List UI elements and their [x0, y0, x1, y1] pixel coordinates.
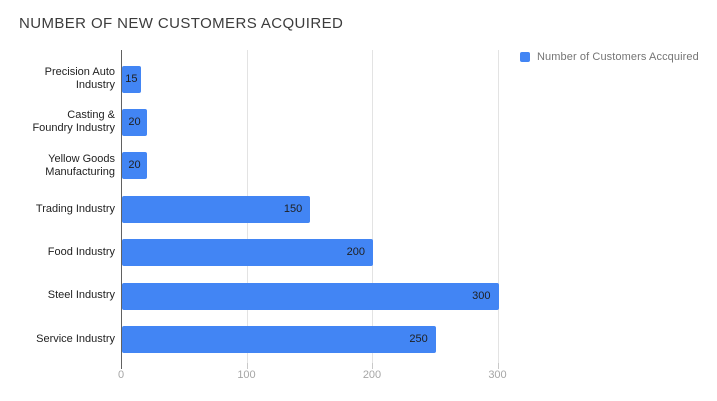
legend-swatch-icon [520, 52, 530, 62]
category-label: Casting & Foundry Industry [32, 109, 115, 135]
x-axis-tick [372, 363, 373, 369]
bar[interactable]: 250 [122, 325, 436, 353]
x-axis-tick [497, 363, 499, 369]
legend-label: Number of Customers Accquired [537, 51, 699, 63]
bar[interactable]: 150 [122, 195, 311, 223]
x-axis-tick-label: 300 [488, 369, 507, 381]
gridline [497, 50, 499, 363]
bar[interactable]: 300 [122, 282, 499, 310]
bar-value-label: 20 [128, 115, 141, 128]
category-label: Food Industry [47, 246, 115, 259]
bar-value-label: 150 [283, 202, 303, 215]
category-label: Trading Industry [35, 202, 115, 215]
gridline [372, 50, 373, 363]
bar-value-label: 20 [128, 159, 141, 172]
category-label: Service Industry [36, 332, 115, 345]
category-label: Steel Industry [47, 289, 115, 302]
bar-value-label: 250 [409, 332, 428, 345]
x-axis-tick-label: 0 [117, 369, 125, 381]
category-label: Precision Auto Industry [44, 65, 115, 91]
bar[interactable]: 15 [122, 65, 141, 93]
bar-value-label: 200 [346, 246, 365, 259]
x-axis-tick [246, 363, 248, 369]
y-axis-line [121, 50, 122, 369]
bar[interactable]: 200 [122, 239, 373, 267]
bar[interactable]: 20 [122, 152, 148, 180]
x-axis-tick-label: 200 [362, 369, 382, 381]
bar-value-label: 300 [472, 289, 491, 302]
bar-value-label: 15 [125, 72, 138, 85]
chart-title: NUMBER OF NEW CUSTOMERS ACQUIRED [19, 15, 344, 32]
legend[interactable]: Number of Customers Accquired [520, 51, 699, 63]
category-label: Yellow Goods Manufacturing [45, 152, 115, 178]
x-axis-tick-label: 100 [237, 369, 256, 381]
bar[interactable]: 20 [122, 108, 148, 136]
